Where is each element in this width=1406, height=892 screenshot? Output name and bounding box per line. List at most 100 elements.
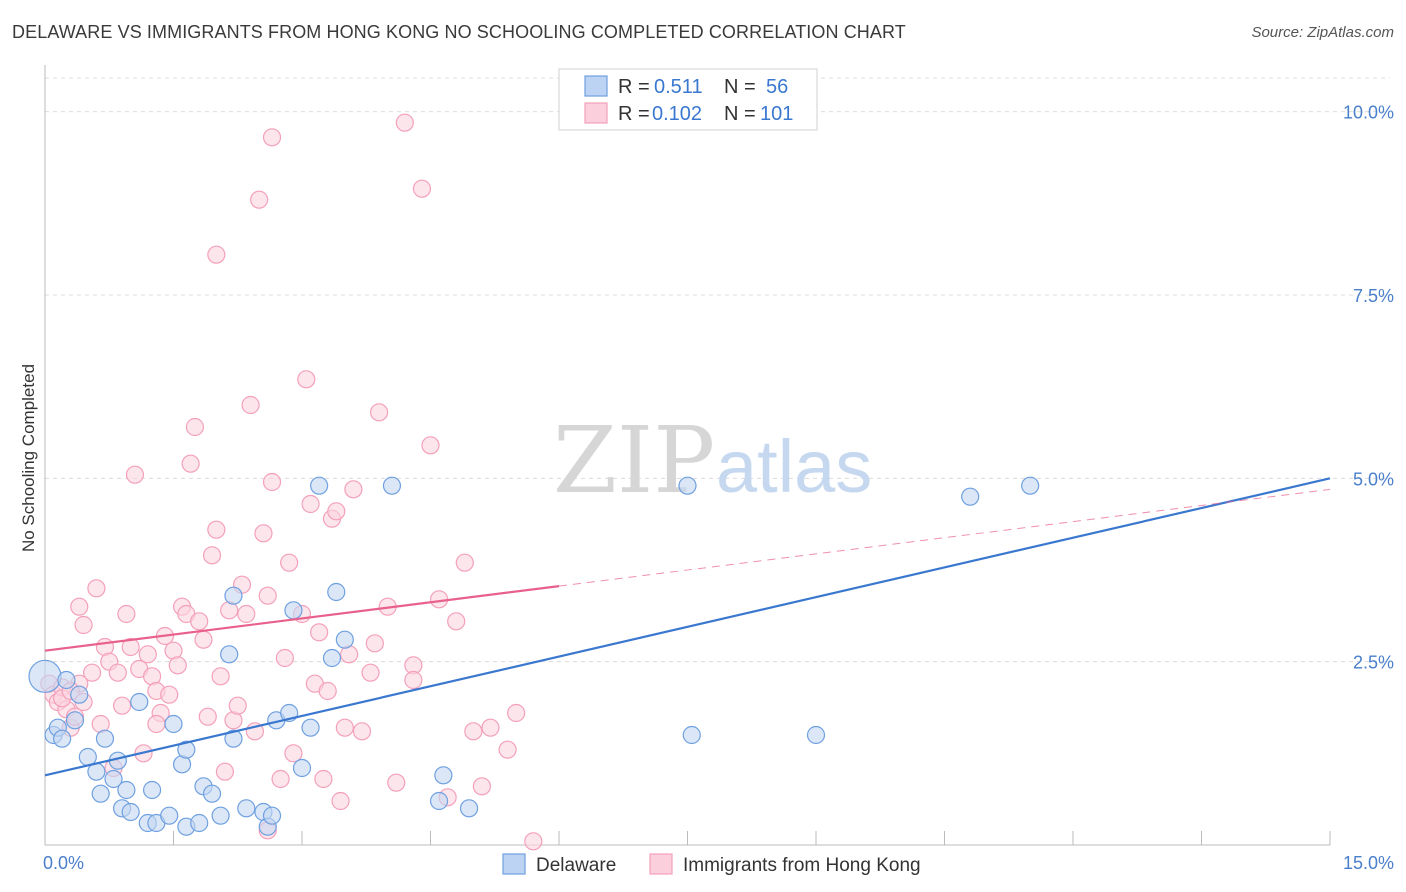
delaware-point [224, 729, 243, 748]
delaware-point [292, 758, 312, 778]
hongkong-point [262, 128, 282, 147]
delaware-point [95, 729, 115, 748]
hongkong-point [429, 590, 449, 609]
delaware-point [220, 645, 239, 664]
hongkong-point [524, 832, 543, 851]
x-tick-label: 0.0% [43, 853, 84, 873]
hongkong-point [344, 480, 363, 499]
hongkong-point [331, 791, 350, 811]
delaware-point [262, 806, 282, 825]
delaware-point [121, 802, 140, 822]
hongkong-point [318, 681, 337, 701]
hongkong-point [271, 769, 290, 789]
legend-r-label-hongkong: R = [618, 103, 650, 125]
hongkong-point [121, 637, 140, 657]
legend-top: R = 0.511 N = 56 R = 0.102 N = 101 [558, 68, 818, 131]
hongkong-point [472, 777, 491, 796]
delaware-point [224, 586, 243, 605]
hongkong-point [275, 648, 294, 668]
y-tick-label: 2.5% [1353, 653, 1394, 673]
delaware-point [322, 648, 342, 668]
legend-n-value-delaware: 56 [766, 76, 788, 98]
bottom-legend-label-hongkong: Immigrants from Hong Kong [683, 855, 921, 876]
hongkong-point [241, 395, 260, 415]
hongkong-point [125, 465, 145, 484]
hongkong-point [194, 630, 213, 649]
delaware-point [177, 740, 196, 759]
hongkong-point [395, 113, 414, 132]
delaware-point [327, 582, 346, 602]
grid-lines [45, 77, 1390, 663]
legend-bottom: Delaware Immigrants from Hong Kong [502, 853, 921, 876]
delaware-point [237, 799, 256, 818]
hongkong-point [314, 769, 333, 789]
legend-swatch-hongkong [584, 102, 608, 124]
delaware-point [301, 718, 320, 737]
hongkong-point [87, 579, 106, 598]
hongkong-point [228, 696, 247, 715]
delaware-point [382, 476, 402, 495]
hongkong-points [40, 113, 543, 851]
hongkong-point [70, 597, 89, 616]
y-tick-label: 7.5% [1353, 286, 1394, 306]
hongkong-point [280, 553, 299, 572]
hongkong-point [207, 520, 226, 539]
delaware-point [211, 806, 230, 825]
hongkong-point [112, 696, 132, 715]
hongkong-point [237, 604, 256, 624]
hongkong-point [481, 718, 500, 737]
hongkong-point [262, 472, 282, 492]
hongkong-trend-extension [558, 488, 1331, 587]
hongkong-point [211, 667, 230, 686]
hongkong-point [83, 663, 102, 682]
hongkong-point [361, 663, 380, 682]
legend-n-label-hongkong: N = [724, 103, 756, 125]
hongkong-point [421, 436, 440, 455]
delaware-point [310, 476, 329, 495]
x-tick-labels: 0.0% 15.0% [43, 853, 1394, 873]
hongkong-point [117, 604, 136, 624]
delaware-point [202, 784, 222, 803]
bottom-legend-swatch-delaware [502, 853, 526, 875]
delaware-point [682, 725, 701, 745]
delaware-point [142, 780, 162, 800]
hongkong-point [507, 703, 526, 723]
legend-swatch-delaware [584, 75, 608, 97]
legend-n-value-hongkong: 101 [760, 103, 793, 125]
y-tick-label: 5.0% [1353, 469, 1394, 489]
hongkong-point [198, 707, 217, 726]
hongkong-trend-line [44, 585, 560, 652]
delaware-point [28, 659, 62, 693]
trend-lines [44, 477, 1331, 777]
hongkong-point [284, 744, 303, 763]
delaware-trend-line [44, 477, 1331, 777]
delaware-point [164, 714, 183, 734]
hongkong-point [108, 663, 127, 682]
hongkong-point [301, 494, 320, 514]
delaware-points [28, 476, 1040, 836]
hongkong-point [258, 586, 277, 605]
delaware-point [284, 601, 303, 620]
legend-r-value-hongkong: 0.102 [652, 103, 702, 125]
hongkong-point [250, 190, 269, 209]
delaware-point [130, 692, 149, 712]
hongkong-point [168, 656, 187, 675]
watermark-atlas: atlas [716, 425, 872, 508]
delaware-point [65, 711, 85, 730]
hongkong-point [370, 403, 389, 422]
hongkong-point [412, 179, 432, 198]
delaware-point [806, 725, 826, 745]
delaware-point [70, 685, 89, 704]
legend-r-label-delaware: R = [618, 76, 650, 98]
source-credit: Source: ZipAtlas.com [1251, 24, 1394, 41]
bottom-legend-label-delaware: Delaware [536, 855, 616, 876]
watermark-zip: ZIP [553, 407, 715, 514]
delaware-point [434, 766, 453, 785]
legend-n-label-delaware: N = [724, 76, 756, 98]
hongkong-point [335, 718, 354, 737]
hongkong-point [352, 722, 372, 741]
hongkong-point [74, 615, 93, 635]
axes [44, 65, 1331, 846]
delaware-point [429, 791, 449, 811]
hongkong-point [147, 714, 166, 734]
